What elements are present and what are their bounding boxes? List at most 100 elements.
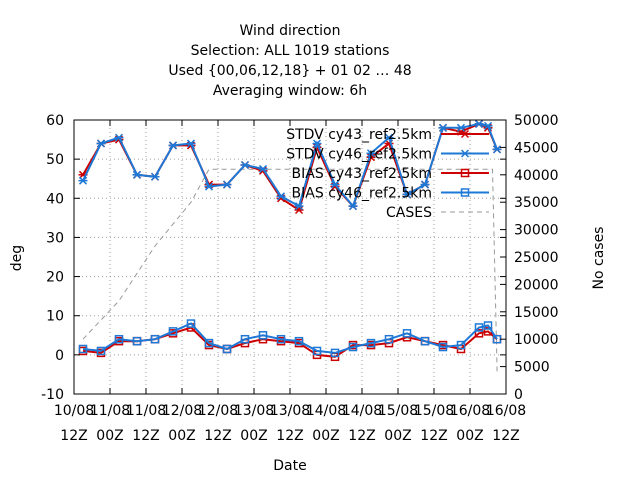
x-tick-label: 13/08 — [234, 403, 274, 419]
data-point — [114, 334, 124, 344]
x-tick-label: 16/08 — [486, 403, 526, 419]
data-point — [474, 323, 484, 332]
y2-tick-label: 35000 — [514, 195, 559, 211]
x-tick-label: 12Z — [348, 428, 375, 444]
data-point — [132, 170, 142, 179]
y2-tick-label: 5000 — [514, 360, 550, 376]
data-point — [294, 202, 304, 211]
x-axis-label: Date — [273, 458, 306, 474]
x-tick-label: 00Z — [168, 428, 195, 444]
x-tick-label: 00Z — [384, 428, 411, 444]
y-tick-label: 40 — [46, 191, 64, 207]
y2-tick-label: 10000 — [514, 332, 559, 348]
y-tick-label: 60 — [46, 113, 64, 129]
legend: STDV cy43_ref2.5km STDV cy46_ref2.5km BIAS… — [286, 127, 489, 221]
x-tick-label: 14/08 — [342, 403, 382, 419]
y2-tick-label: 45000 — [514, 140, 559, 156]
data-point — [474, 119, 484, 128]
data-point — [312, 346, 322, 356]
legend-label: BIAS cy46_ref2.5km — [292, 186, 432, 202]
x-tick-label: 12Z — [492, 428, 519, 444]
y-axis-label: deg — [9, 245, 25, 271]
legend-marker — [460, 188, 470, 197]
x-tick-label: 12Z — [60, 428, 87, 444]
y-tick-label: -10 — [41, 387, 64, 403]
data-point — [456, 340, 466, 350]
data-point — [204, 182, 214, 191]
series-cases — [82, 168, 498, 373]
data-point — [240, 160, 250, 170]
grid — [74, 120, 506, 394]
data-point — [240, 334, 250, 344]
data-point — [492, 145, 502, 154]
data-point — [402, 190, 412, 199]
y2-tick-label: 30000 — [514, 223, 559, 239]
x-tick-label: 10/08 — [54, 403, 94, 419]
data-point — [384, 133, 394, 142]
title-line: Averaging window: 6h — [213, 83, 367, 99]
series-line-4 — [82, 168, 498, 373]
ticks: -10 0 10 20 30 40 50 60 0 5000 10000 15000 20000 2500… — [41, 113, 558, 444]
data-point — [96, 139, 106, 148]
y2-tick-label: 40000 — [514, 168, 559, 184]
x-tick-label: 12/08 — [162, 403, 202, 419]
title-line: Used {00,06,12,18} + 01 02 … 48 — [168, 63, 411, 79]
legend-marker — [460, 168, 470, 178]
x-tick-label: 15/08 — [414, 403, 454, 419]
y-tick-label: 0 — [55, 348, 64, 364]
data-point — [258, 164, 268, 173]
data-point — [78, 344, 88, 354]
data-point — [276, 334, 286, 344]
data-point — [186, 319, 196, 328]
x-tick-label: 11/08 — [126, 403, 166, 419]
x-tick-label: 12/08 — [198, 403, 238, 419]
data-point — [384, 334, 394, 344]
title-line: Selection: ALL 1019 stations — [191, 43, 390, 59]
x-tick-label: 15/08 — [378, 403, 418, 419]
data-point — [483, 121, 493, 130]
y2-tick-label: 15000 — [514, 305, 559, 321]
legend-label: STDV cy46_ref2.5km — [286, 147, 432, 163]
legend-marker — [460, 149, 470, 158]
chart-title: Wind direction Selection: ALL 1019 statio… — [168, 23, 411, 99]
x-tick-label: 11/08 — [90, 403, 130, 419]
data-point — [222, 180, 232, 189]
y2-axis-label: No cases — [591, 227, 607, 290]
y2-tick-label: 20000 — [514, 277, 559, 293]
x-tick-label: 00Z — [456, 428, 483, 444]
y2-tick-label: 0 — [514, 387, 523, 403]
data-point — [186, 139, 196, 148]
data-point — [438, 123, 448, 132]
y-tick-label: 30 — [46, 230, 64, 246]
data-point — [168, 141, 178, 150]
data-point — [132, 336, 142, 346]
y-tick-label: 20 — [46, 270, 64, 286]
data-point — [330, 348, 340, 358]
data-point — [96, 346, 106, 356]
legend-marker — [460, 129, 470, 139]
data-point — [366, 149, 376, 158]
data-point — [474, 329, 484, 338]
data-point — [348, 342, 358, 352]
x-tick-label: 12Z — [420, 428, 447, 444]
data-point — [330, 180, 340, 189]
data-point — [420, 180, 430, 189]
y2-tick-label: 25000 — [514, 250, 559, 266]
data-point — [438, 342, 448, 352]
legend-label: STDV cy43_ref2.5km — [286, 127, 432, 143]
x-tick-label: 00Z — [96, 428, 123, 444]
x-tick-label: 12Z — [132, 428, 159, 444]
data-point — [456, 123, 466, 132]
series-line-3 — [82, 322, 498, 354]
x-tick-label: 12Z — [276, 428, 303, 444]
data-point — [114, 133, 124, 142]
data-point — [276, 192, 286, 201]
data-point — [366, 338, 376, 348]
data-point — [348, 202, 358, 211]
legend-label: BIAS cy43_ref2.5km — [292, 166, 432, 182]
data-point — [294, 336, 304, 346]
series — [78, 119, 502, 362]
title-line: Wind direction — [240, 23, 341, 39]
x-tick-label: 00Z — [312, 428, 339, 444]
data-point — [420, 336, 430, 346]
